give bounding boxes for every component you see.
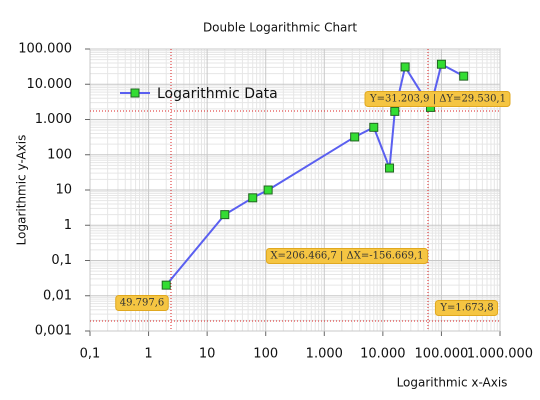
y-tick-label: 1 — [64, 218, 72, 233]
x-tick-label: 100 — [253, 347, 278, 362]
y-axis-label: Logarithmic y-Axis — [15, 135, 29, 246]
y-tick-label: 10.000 — [27, 77, 73, 92]
annotations: 49.797,6 Y=31.203,9 | ΔY=29.530,1 X=206.46… — [115, 91, 511, 316]
annotation-box — [265, 248, 429, 264]
y-tick-label: 0,1 — [51, 253, 72, 268]
data-point — [436, 59, 446, 69]
x-tick-label: 1 — [144, 347, 152, 362]
grid — [85, 48, 501, 336]
annotation-text: 49.797,6 — [120, 298, 165, 309]
data-point — [400, 62, 410, 72]
annotation-box — [434, 300, 499, 316]
annotation: Y=31.203,9 | ΔY=29.530,1 — [364, 91, 511, 107]
chart-title: Double Logarithmic Chart — [203, 21, 357, 35]
x-axis-label: Logarithmic x-Axis — [397, 376, 508, 390]
y-tick-label: 0,001 — [35, 324, 72, 339]
y-tick-label: 0,01 — [43, 288, 72, 303]
annotation: Y=1.673,8 — [434, 300, 499, 316]
data-point — [459, 71, 469, 81]
data-point — [248, 193, 258, 203]
data-point — [369, 122, 379, 132]
data-point — [390, 106, 400, 116]
annotation-box — [364, 91, 511, 107]
data-point — [161, 280, 171, 290]
annotation: X=206.466,7 | ΔX=-156.669,1 — [265, 248, 429, 264]
data-point — [385, 163, 395, 173]
x-tick-label: 1.000.000 — [467, 347, 533, 362]
data-point — [220, 210, 230, 220]
y-tick-label: 100.000 — [18, 42, 72, 57]
annotation-text: Y=31.203,9 | ΔY=29.530,1 — [369, 94, 506, 105]
annotation: 49.797,6 — [115, 295, 169, 311]
data-point — [350, 132, 360, 142]
y-tick-label: 100 — [47, 147, 72, 162]
legend-marker — [130, 88, 140, 98]
y-tick-label: 1.000 — [35, 112, 72, 127]
annotation-text: Y=1.673,8 — [439, 303, 493, 314]
annotation-text: X=206.466,7 | ΔX=-156.669,1 — [270, 251, 423, 262]
x-tick-label: 100.000 — [415, 347, 469, 362]
y-tick-label: 10 — [55, 183, 72, 198]
x-tick-label: 10.000 — [360, 347, 406, 362]
legend: Logarithmic Data — [120, 86, 278, 102]
x-tick-label: 1.000 — [306, 347, 343, 362]
annotation-box — [115, 295, 169, 311]
legend-label: Logarithmic Data — [157, 86, 278, 102]
x-tick-label: 10 — [199, 347, 216, 362]
crosshair — [90, 49, 500, 331]
x-tick-label: 0,1 — [80, 347, 101, 362]
data-point — [263, 185, 273, 195]
